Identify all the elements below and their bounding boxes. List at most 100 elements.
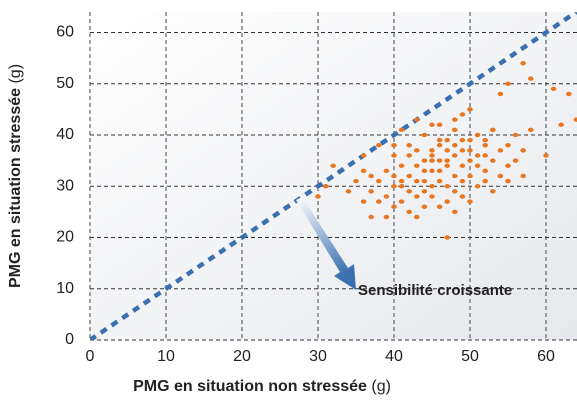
y-axis-label: PMG en situation stressée (g) [7, 64, 24, 288]
point [467, 137, 473, 143]
point [444, 184, 451, 189]
point [421, 168, 428, 174]
point [376, 178, 382, 184]
point [398, 163, 405, 168]
point [444, 137, 451, 143]
point [398, 127, 405, 133]
point [414, 214, 420, 220]
point [474, 184, 481, 189]
point [383, 168, 390, 174]
point [414, 148, 420, 153]
annotation: Sensibilité croissante [358, 282, 512, 299]
point [421, 189, 428, 194]
point [429, 184, 435, 189]
point [368, 189, 375, 194]
point [360, 153, 367, 158]
point [406, 153, 413, 158]
point [414, 163, 420, 168]
point [444, 199, 451, 204]
point [391, 153, 397, 158]
point [543, 153, 549, 158]
point [482, 137, 489, 143]
point [444, 163, 451, 168]
point [391, 204, 397, 209]
x-tick-label: 0 [86, 348, 95, 365]
point [452, 117, 458, 122]
point [436, 178, 443, 184]
point [459, 178, 466, 184]
point [376, 199, 382, 204]
point [467, 199, 473, 204]
point [429, 168, 435, 174]
point [490, 189, 496, 194]
point [452, 209, 458, 215]
point [391, 173, 397, 179]
point [467, 158, 473, 163]
point [452, 173, 458, 179]
y-tick-label: 40 [56, 126, 74, 143]
point [322, 184, 329, 189]
point [436, 122, 443, 127]
point [528, 127, 534, 133]
point [512, 158, 519, 163]
x-tick-label: 60 [537, 348, 555, 365]
point [497, 91, 504, 97]
point [383, 214, 390, 220]
point [497, 148, 504, 153]
x-axis-label: PMG en situation non stressée (g) [133, 378, 391, 395]
arrow [296, 197, 356, 290]
point [376, 143, 382, 148]
point [436, 143, 443, 148]
point [421, 178, 428, 184]
point [474, 132, 481, 138]
point [421, 204, 428, 209]
point [566, 91, 572, 97]
point [520, 173, 526, 179]
point [414, 194, 420, 199]
point [444, 158, 451, 163]
point [436, 168, 443, 174]
point [505, 163, 511, 168]
point [368, 173, 375, 179]
point [520, 61, 526, 66]
point [490, 158, 496, 163]
point [459, 163, 466, 168]
point [360, 199, 367, 204]
y-tick-label: 30 [56, 177, 74, 194]
x-tick-label: 20 [233, 348, 251, 365]
y-tick-label: 10 [56, 280, 74, 297]
point [429, 158, 435, 163]
point [550, 86, 557, 92]
x-axis-title: PMG en situation non stressée [133, 378, 367, 395]
point [444, 148, 451, 153]
point [558, 122, 564, 127]
point [444, 235, 451, 240]
y-axis-unit: (g) [7, 64, 24, 84]
point [474, 153, 481, 158]
point [398, 199, 405, 204]
point [452, 143, 458, 148]
point [429, 194, 435, 199]
point [368, 214, 375, 220]
point [436, 137, 443, 143]
point [452, 127, 458, 133]
point [520, 148, 526, 153]
y-tick-label: 20 [56, 229, 74, 246]
point [414, 117, 420, 122]
point [383, 194, 390, 199]
point [315, 194, 321, 199]
point [330, 163, 337, 168]
x-axis-unit: (g) [371, 378, 391, 395]
point [429, 148, 435, 153]
point [452, 153, 458, 158]
point [436, 158, 443, 163]
point [459, 194, 466, 199]
point [573, 117, 577, 122]
point [482, 168, 489, 174]
point [452, 189, 458, 194]
point [421, 132, 428, 138]
x-tick-label: 50 [461, 348, 479, 365]
point [459, 112, 466, 117]
point [406, 173, 413, 179]
